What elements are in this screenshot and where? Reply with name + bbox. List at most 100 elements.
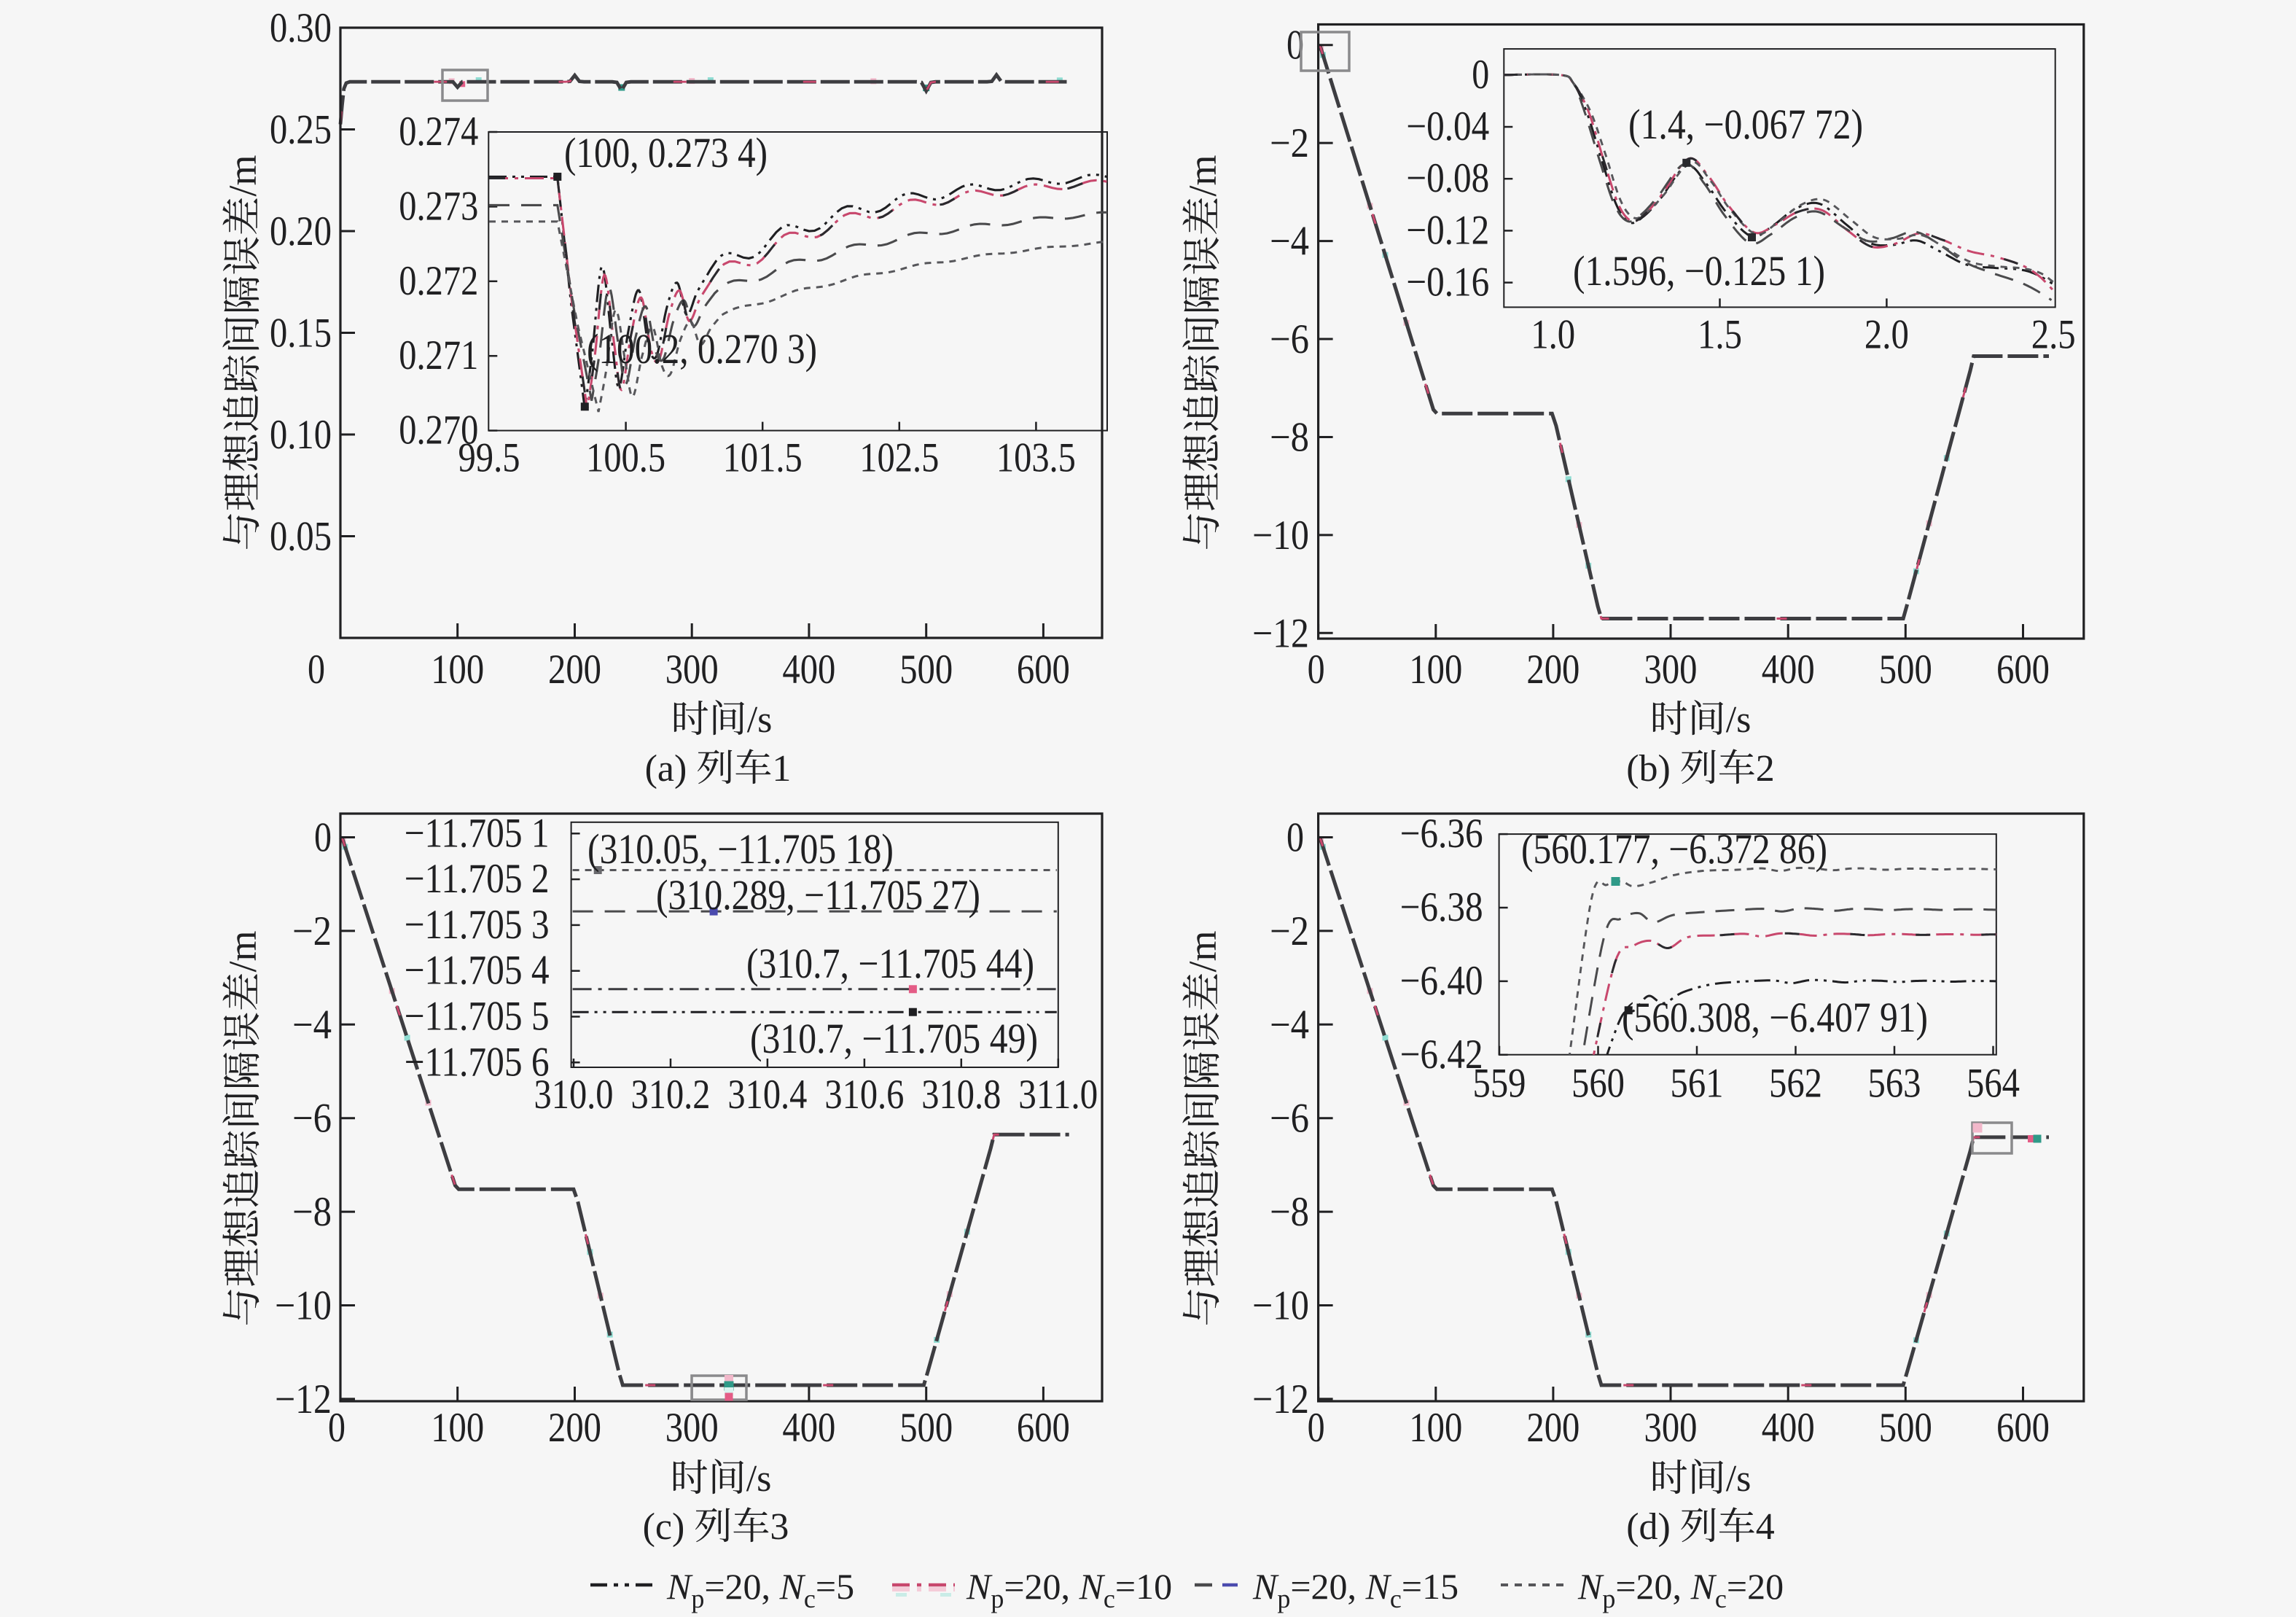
svg-text:/s: /s <box>1726 699 1752 741</box>
svg-text:−10: −10 <box>1252 1283 1309 1329</box>
svg-text:600: 600 <box>1017 647 1070 693</box>
svg-text:600: 600 <box>1017 1405 1070 1451</box>
svg-text:102.5: 102.5 <box>859 435 939 481</box>
svg-text:200: 200 <box>1526 1405 1580 1451</box>
svg-text:(560.177, −6.372 86): (560.177, −6.372 86) <box>1521 825 1827 873</box>
svg-text:500: 500 <box>1879 1405 1932 1451</box>
svg-text:400: 400 <box>782 1405 835 1451</box>
svg-text:0: 0 <box>1286 815 1304 861</box>
svg-text:−6.38: −6.38 <box>1400 884 1483 930</box>
svg-text:−6: −6 <box>1270 316 1309 362</box>
svg-text:101.5: 101.5 <box>723 435 803 481</box>
svg-text:0.30: 0.30 <box>270 5 332 51</box>
svg-text:(c): (c) <box>643 1506 685 1548</box>
svg-text:100: 100 <box>431 1405 484 1451</box>
svg-text:300: 300 <box>1644 1405 1698 1451</box>
svg-text:(100.2, 0.270 3): (100.2, 0.270 3) <box>587 325 817 373</box>
svg-text:−4: −4 <box>292 1002 332 1048</box>
svg-text:562: 562 <box>1769 1061 1822 1107</box>
svg-text:/s: /s <box>747 699 773 741</box>
svg-text:103.5: 103.5 <box>996 435 1076 481</box>
svg-text:−2: −2 <box>292 908 332 954</box>
svg-text:200: 200 <box>548 1405 601 1451</box>
svg-text:−10: −10 <box>275 1283 332 1329</box>
svg-text:300: 300 <box>1644 647 1698 693</box>
svg-text:2: 2 <box>1756 748 1775 790</box>
svg-text:−12: −12 <box>1252 610 1309 656</box>
svg-text:300: 300 <box>665 647 719 693</box>
svg-text:0: 0 <box>1308 1405 1325 1451</box>
svg-text:−8: −8 <box>1270 1189 1309 1235</box>
svg-text:100: 100 <box>1409 1405 1462 1451</box>
svg-text:(310.05, −11.705 18): (310.05, −11.705 18) <box>587 825 894 873</box>
svg-text:−11.705 3: −11.705 3 <box>405 902 550 948</box>
svg-text:−6.42: −6.42 <box>1400 1032 1483 1078</box>
svg-text:−4: −4 <box>1270 1002 1309 1048</box>
svg-text:−2: −2 <box>1270 908 1309 954</box>
svg-text:561: 561 <box>1671 1061 1724 1107</box>
svg-text:−11.705 6: −11.705 6 <box>405 1039 550 1085</box>
svg-text:−11.705 2: −11.705 2 <box>405 856 550 902</box>
svg-text:0.274: 0.274 <box>399 109 478 155</box>
svg-text:(a): (a) <box>645 748 687 790</box>
svg-text:−0.08: −0.08 <box>1406 155 1489 201</box>
svg-text:0.20: 0.20 <box>270 209 332 254</box>
svg-text:564: 564 <box>1967 1061 2020 1107</box>
svg-text:/s: /s <box>1726 1458 1752 1500</box>
svg-text:0.15: 0.15 <box>270 311 332 356</box>
svg-text:−0.16: −0.16 <box>1406 260 1489 305</box>
svg-text:/m: /m <box>1181 155 1225 196</box>
svg-text:300: 300 <box>665 1405 719 1451</box>
svg-text:−6: −6 <box>292 1096 332 1142</box>
svg-text:/m: /m <box>221 155 265 196</box>
svg-text:600: 600 <box>1996 1405 2050 1451</box>
svg-text:−6.36: −6.36 <box>1400 811 1483 857</box>
svg-text:(310.289, −11.705 27): (310.289, −11.705 27) <box>656 871 980 919</box>
svg-text:0.270: 0.270 <box>399 408 478 453</box>
svg-text:2.5: 2.5 <box>2031 311 2076 357</box>
svg-text:0: 0 <box>1472 52 1489 98</box>
svg-text:Np=20, Nc=15: Np=20, Nc=15 <box>1252 1566 1459 1613</box>
svg-text:/m: /m <box>221 930 265 972</box>
svg-text:/m: /m <box>1181 930 1225 972</box>
svg-text:99.5: 99.5 <box>458 435 520 481</box>
svg-text:/s: /s <box>746 1458 772 1500</box>
svg-text:−6.40: −6.40 <box>1400 958 1483 1004</box>
svg-text:200: 200 <box>548 647 601 693</box>
svg-text:560: 560 <box>1571 1061 1625 1107</box>
svg-text:−10: −10 <box>1252 513 1309 558</box>
svg-text:−11.705 1: −11.705 1 <box>405 810 550 856</box>
svg-text:Np=20, Nc=10: Np=20, Nc=10 <box>966 1566 1172 1613</box>
svg-text:0.272: 0.272 <box>399 258 478 304</box>
svg-text:−12: −12 <box>275 1376 332 1422</box>
svg-text:(310.7, −11.705 44): (310.7, −11.705 44) <box>746 940 1034 987</box>
svg-text:200: 200 <box>1526 647 1580 693</box>
svg-text:400: 400 <box>1762 1405 1815 1451</box>
svg-text:559: 559 <box>1473 1061 1526 1107</box>
svg-text:100: 100 <box>1409 647 1462 693</box>
svg-text:1.0: 1.0 <box>1531 311 1575 357</box>
svg-text:400: 400 <box>1762 647 1815 693</box>
svg-text:400: 400 <box>782 647 835 693</box>
svg-text:−11.705 5: −11.705 5 <box>405 994 550 1040</box>
svg-text:0: 0 <box>308 647 325 693</box>
svg-text:500: 500 <box>1879 647 1932 693</box>
svg-text:1.5: 1.5 <box>1698 311 1742 357</box>
svg-text:Np=20, Nc=20: Np=20, Nc=20 <box>1577 1566 1784 1613</box>
svg-text:(310.7, −11.705 49): (310.7, −11.705 49) <box>750 1015 1038 1062</box>
svg-text:−0.04: −0.04 <box>1406 104 1489 149</box>
svg-text:0.273: 0.273 <box>399 183 478 229</box>
svg-text:(d): (d) <box>1626 1506 1671 1548</box>
svg-text:(1.596, −0.125 1): (1.596, −0.125 1) <box>1573 247 1825 295</box>
svg-text:2.0: 2.0 <box>1864 311 1909 357</box>
svg-text:−11.705 4: −11.705 4 <box>405 948 550 994</box>
svg-text:0.25: 0.25 <box>270 107 332 153</box>
svg-text:(100, 0.273 4): (100, 0.273 4) <box>564 129 768 176</box>
svg-text:310.4: 310.4 <box>727 1072 807 1118</box>
svg-text:0.05: 0.05 <box>270 514 332 560</box>
svg-text:311.0: 311.0 <box>1018 1072 1098 1118</box>
svg-text:4: 4 <box>1756 1506 1775 1548</box>
svg-text:0.10: 0.10 <box>270 412 332 458</box>
svg-text:0.271: 0.271 <box>399 332 478 378</box>
svg-text:3: 3 <box>770 1506 789 1548</box>
